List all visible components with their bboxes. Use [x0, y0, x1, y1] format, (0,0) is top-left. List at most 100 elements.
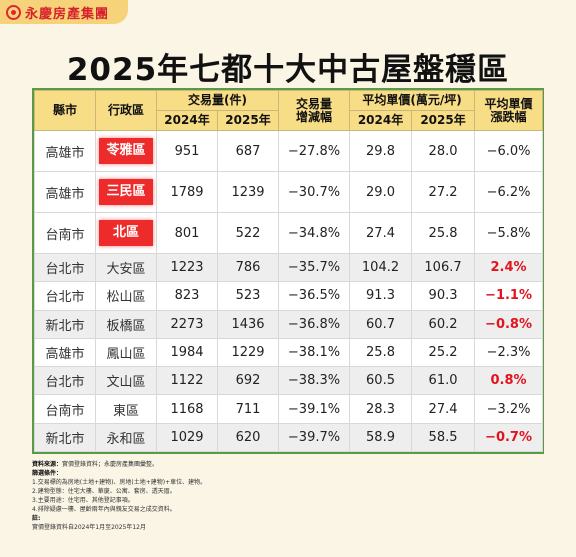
cell-city: 新北市 [34, 422, 96, 453]
header-price-change: 平均單價 漲跌幅 [474, 90, 544, 131]
cell-price-change: −6.2% [474, 171, 544, 213]
cell-volume-2025: 692 [216, 366, 280, 396]
notes-remark-text: 實價登錄資料自2024年1月至2025年12月 [32, 524, 146, 531]
cell-volume-2025: 1436 [216, 309, 280, 339]
header-volume-change-line2: 增減幅 [296, 109, 333, 124]
cell-volume-2024: 1168 [156, 394, 218, 424]
header-volume-change: 交易量 增減幅 [278, 90, 351, 131]
header-price-group: 平均單價(萬元/坪) [349, 90, 476, 111]
table-row: 高雄市 三民區 1789 1239 −30.7% 29.0 27.2 −6.2% [34, 171, 544, 213]
cell-district: 文山區 [95, 366, 157, 396]
table-row: 台南市 北區 801 522 −34.8% 27.4 25.8 −5.8% [34, 212, 544, 254]
header-volume-change-line1: 交易量 [296, 96, 333, 111]
cell-price-2025: 106.7 [411, 252, 476, 283]
cell-city: 高雄市 [34, 337, 96, 368]
cell-volume-2025: 1239 [216, 171, 280, 213]
cell-city: 高雄市 [34, 130, 96, 172]
cell-district: 東區 [95, 394, 157, 424]
cell-volume-change: −27.8% [278, 130, 351, 172]
cell-price-2025: 25.2 [411, 337, 476, 368]
cell-price-2025: 27.4 [411, 394, 476, 424]
cell-district: 三民區 [95, 171, 157, 213]
cell-price-2024: 25.8 [349, 337, 413, 368]
cell-volume-2024: 1029 [156, 422, 218, 453]
cell-price-2024: 60.5 [349, 366, 413, 396]
stable-districts-table: 縣市 行政區 交易量(件) 交易量 增減幅 平均單價(萬元/坪) 平均單價 漲跌幅 … [34, 90, 544, 453]
cell-price-2024: 28.3 [349, 394, 413, 424]
cell-volume-2024: 1223 [156, 252, 218, 283]
notes-criteria-label: 篩選條件： [32, 470, 63, 477]
cell-price-2025: 90.3 [411, 281, 476, 311]
cell-district: 永和區 [95, 422, 157, 453]
cell-price-2025: 60.2 [411, 309, 476, 339]
district-highlight-badge: 北區 [99, 220, 153, 246]
cell-price-2025: 25.8 [411, 212, 476, 254]
cell-volume-2024: 2273 [156, 309, 218, 339]
cell-volume-change: −36.8% [278, 309, 351, 339]
cell-price-2024: 29.8 [349, 130, 413, 172]
cell-volume-2024: 1984 [156, 337, 218, 368]
cell-volume-2024: 823 [156, 281, 218, 311]
cell-city: 台南市 [34, 394, 96, 424]
cell-price-change: −1.1% [474, 281, 544, 311]
header-price-change-line2: 漲跌幅 [490, 109, 527, 124]
cell-price-2025: 28.0 [411, 130, 476, 172]
header-district: 行政區 [95, 90, 157, 131]
header-volume-group: 交易量(件) [155, 90, 280, 111]
header-price-change-line1: 平均單價 [484, 96, 533, 111]
brand-tab: 永慶房產集團 [0, 0, 128, 24]
table-row: 新北市 永和區 1029 620 −39.7% 58.9 58.5 −0.7% [34, 422, 544, 453]
table-row: 台北市 松山區 823 523 −36.5% 91.3 90.3 −1.1% [34, 281, 544, 311]
cell-city: 台北市 [34, 366, 96, 396]
cell-district: 板橋區 [95, 309, 157, 339]
brand-logo-icon [6, 4, 21, 20]
cell-price-change: −5.8% [474, 212, 544, 254]
cell-price-2024: 104.2 [349, 252, 413, 283]
cell-price-2024: 27.4 [349, 212, 413, 254]
cell-volume-2025: 620 [216, 422, 280, 453]
cell-volume-change: −39.7% [278, 422, 351, 453]
notes-criteria-1: 1.交易標的為房地(土地+建物)、房地(土地+建物)+車位、建物。 [32, 479, 207, 486]
cell-volume-2025: 786 [216, 252, 280, 283]
cell-volume-2025: 522 [216, 212, 280, 254]
notes-source-text: 實價登錄資料；永慶房產集團彙整。 [62, 461, 159, 468]
page-title: 2025年七都十大中古屋盤穩區 [0, 44, 576, 89]
cell-city: 高雄市 [34, 171, 96, 213]
cell-price-change: −2.3% [474, 337, 544, 368]
cell-price-change: −0.7% [474, 422, 544, 453]
cell-price-change: −0.8% [474, 309, 544, 339]
table-frame: 縣市 行政區 交易量(件) 交易量 增減幅 平均單價(萬元/坪) 平均單價 漲跌幅 … [32, 88, 544, 454]
notes-criteria-2: 2.建物型態：住宅大樓、華廈、公寓、套房、透天厝。 [32, 488, 176, 495]
cell-district: 松山區 [95, 281, 157, 311]
cell-volume-change: −39.1% [278, 394, 351, 424]
cell-price-2025: 61.0 [411, 366, 476, 396]
cell-volume-2025: 711 [216, 394, 280, 424]
cell-price-2024: 58.9 [349, 422, 413, 453]
cell-volume-change: −34.8% [278, 212, 351, 254]
cell-price-change: −6.0% [474, 130, 544, 172]
cell-volume-change: −36.5% [278, 281, 351, 311]
cell-price-change: −3.2% [474, 394, 544, 424]
table-row: 新北市 板橋區 2273 1436 −36.8% 60.7 60.2 −0.8% [34, 309, 544, 339]
title-year: 2025年 [66, 52, 190, 88]
cell-price-2025: 58.5 [411, 422, 476, 453]
cell-volume-2024: 951 [156, 130, 218, 172]
notes-source: 資料來源：實價登錄資料；永慶房產集團彙整。 [32, 460, 544, 469]
header-price-2025: 2025年 [411, 110, 476, 131]
brand-name: 永慶房產集團 [25, 6, 110, 22]
cell-price-change: 0.8% [474, 366, 544, 396]
header-price-2024: 2024年 [349, 110, 413, 131]
cell-volume-2024: 1122 [156, 366, 218, 396]
header-volume-2024: 2024年 [156, 110, 218, 131]
cell-district: 鳳山區 [95, 337, 157, 368]
table-row: 台北市 大安區 1223 786 −35.7% 104.2 106.7 2.4% [34, 252, 544, 283]
table-row: 台南市 東區 1168 711 −39.1% 28.3 27.4 −3.2% [34, 394, 544, 424]
header-city: 縣市 [34, 90, 96, 131]
cell-volume-2025: 523 [216, 281, 280, 311]
notes-source-label: 資料來源： [32, 461, 63, 468]
district-highlight-badge: 三民區 [99, 179, 153, 205]
cell-city: 新北市 [34, 309, 96, 339]
cell-volume-2024: 801 [156, 212, 218, 254]
notes-criteria-4: 4.排除疑慮一樓、屋齡兩年內與親友交易之成交資料。 [32, 506, 176, 513]
table-row: 台北市 文山區 1122 692 −38.3% 60.5 61.0 0.8% [34, 366, 544, 396]
